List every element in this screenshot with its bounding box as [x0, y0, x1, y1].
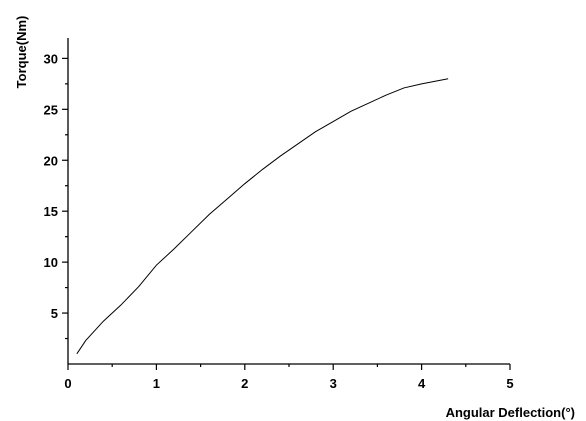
- y-tick-label: 15: [44, 204, 58, 219]
- x-tick-label: 0: [64, 376, 71, 391]
- y-tick-label: 20: [44, 153, 58, 168]
- x-axis-title: Angular Deflection(°): [446, 405, 575, 420]
- x-tick-label: 5: [506, 376, 513, 391]
- y-tick-label: 25: [44, 102, 58, 117]
- y-tick-label: 10: [44, 255, 58, 270]
- tick-group: 0 1 2 3 4 5 5 10 15 20 25 30: [44, 51, 514, 391]
- y-tick-label: 5: [51, 306, 58, 321]
- x-tick-label: 1: [153, 376, 160, 391]
- y-axis-title: Torque(Nm): [14, 16, 29, 89]
- x-tick-label: 3: [330, 376, 337, 391]
- series-line-torque: [76, 78, 449, 355]
- x-tick-label: 2: [241, 376, 248, 391]
- y-tick-label: 30: [44, 51, 58, 66]
- x-tick-label: 4: [418, 376, 426, 391]
